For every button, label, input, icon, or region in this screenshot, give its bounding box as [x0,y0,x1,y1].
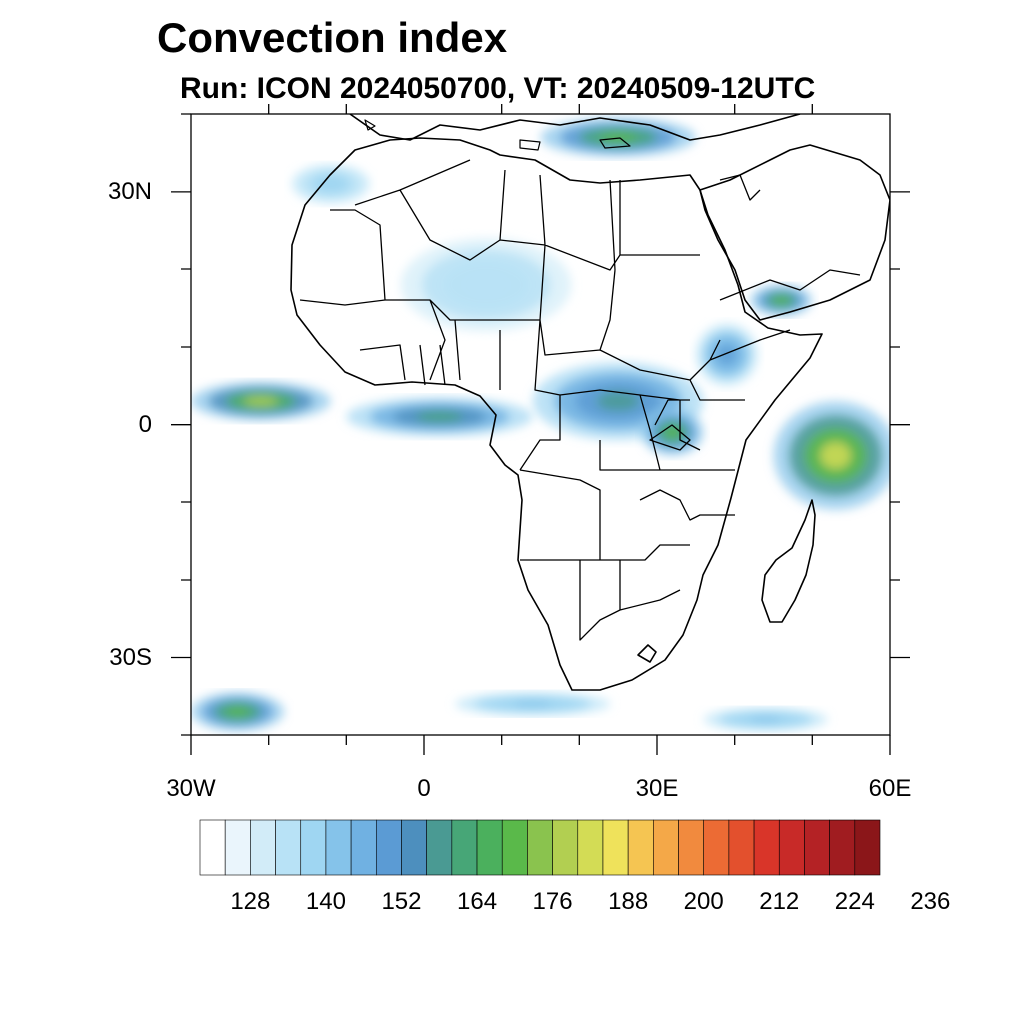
chart-subtitle: Run: ICON 2024050700, VT: 20240509-12UTC [180,72,816,105]
colorbar-tick-label: 152 [381,888,422,915]
convection-ethiopia-convection [695,323,758,386]
colorbar-tick-label: 236 [910,888,951,915]
convection-yemen-convection [750,284,813,316]
convection-south-atlantic-convection [191,692,285,732]
convection-contour [719,346,735,363]
convection-south-atlantic-streak [455,692,611,716]
convection-atlantic-itcz-band [191,381,331,421]
madagascar-coastline [761,499,816,623]
lat-label-30s: 30S [109,644,152,671]
convection-field-layer [191,117,890,732]
convection-contour [598,132,638,143]
convection-contour [416,411,463,422]
lon-label-30e: 30E [635,775,679,802]
colorbar-tick-label: 176 [532,888,573,915]
convection-west-sahara-coast [291,164,370,204]
convection-contour [750,716,782,723]
lat-label-0: 0 [138,411,152,438]
convection-contour [464,273,508,297]
tick-marks [171,104,910,755]
lat-label-30n: 30N [107,178,152,205]
colorbar-tick-label: 212 [759,888,800,915]
colorbar-tick-label: 128 [230,888,271,915]
convection-contour [773,296,790,305]
convection-contour [513,701,553,707]
colorbar-tick-label: 140 [305,888,346,915]
convection-contour [820,441,852,470]
convection-sahara-scattered [400,238,572,332]
plot-frame [171,104,910,755]
europe-coastline [349,114,801,141]
convection-contour [243,396,279,407]
boundary-lines [299,159,861,641]
convection-contour [225,706,250,717]
colorbar-tick-label: 164 [457,888,498,915]
colorbar-tick-label: 224 [834,888,875,915]
lon-label-30w: 30W [166,775,216,802]
convection-southern-ocean-streak [703,707,828,732]
island-outlines [364,119,631,151]
coastline-boundaries [290,114,890,691]
arabia-coastline [699,144,890,321]
lon-label-60e: 60E [868,775,912,802]
convection-contour [596,391,640,411]
convection-west-africa-itcz-band [346,397,533,437]
colorbar-tick-label: 200 [683,888,724,915]
convection-east-africa-ocean-convection [773,401,890,510]
convection-contour [321,179,341,189]
colorbar-tick-label: 188 [608,888,649,915]
chart-title: Convection index [157,14,508,61]
lon-label-0: 0 [417,775,431,802]
lesotho-outline [637,644,657,663]
